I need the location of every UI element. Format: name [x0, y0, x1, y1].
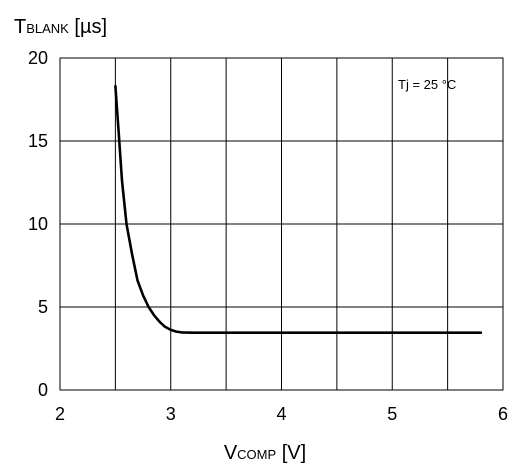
y-axis-label: TBLANK [µs] [14, 16, 107, 38]
tick-labels: 2 3 4 5 6 0 5 10 15 20 [28, 48, 508, 424]
x-tick-label: 5 [387, 404, 397, 424]
y-tick-label: 0 [38, 380, 48, 400]
grid [60, 58, 503, 390]
x-tick-label: 2 [55, 404, 65, 424]
y-axis-label-unit: [µs] [69, 16, 107, 38]
x-axis-label: VCOMP [V] [224, 442, 306, 464]
x-tick-label: 3 [166, 404, 176, 424]
temperature-annotation: Tj = 25 °C [398, 77, 456, 92]
y-axis-label-subscript: BLANK [26, 21, 69, 36]
y-axis-label-main: T [14, 16, 26, 38]
x-axis-label-unit: [V] [276, 442, 306, 464]
x-axis-label-subscript: COMP [237, 447, 276, 462]
y-tick-label: 15 [28, 131, 48, 151]
x-tick-label: 6 [498, 404, 508, 424]
x-axis-label-main: V [224, 442, 238, 464]
y-tick-label: 10 [28, 214, 48, 234]
series-line [114, 84, 483, 334]
plot-frame [59, 57, 504, 391]
y-tick-label: 5 [38, 297, 48, 317]
y-tick-label: 20 [28, 48, 48, 68]
x-tick-label: 4 [276, 404, 286, 424]
